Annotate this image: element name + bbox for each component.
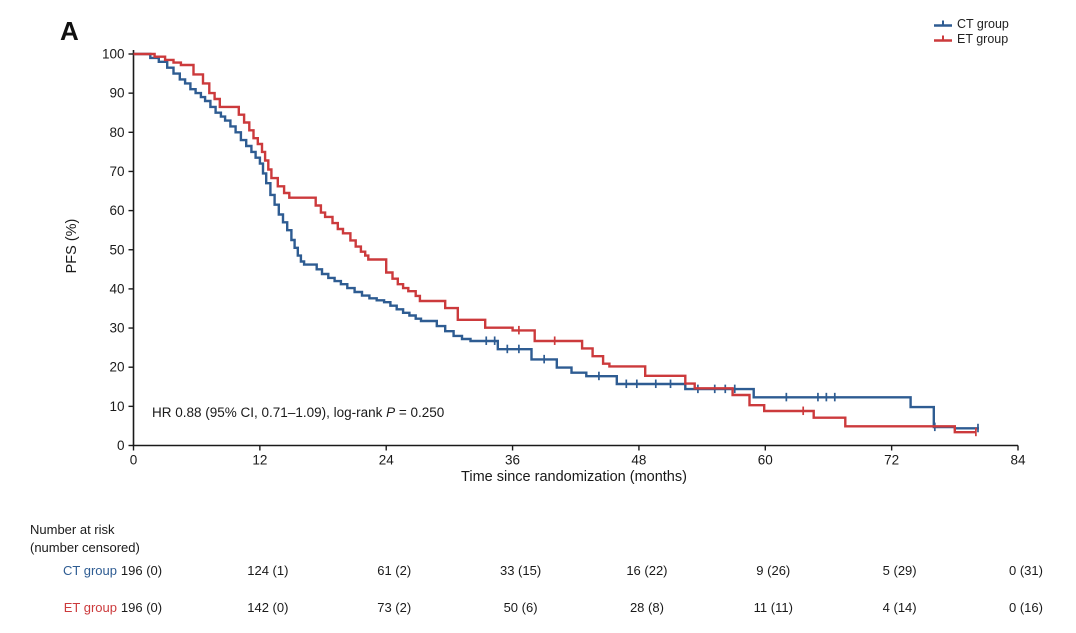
risk-row-label-et: ET group: [63, 600, 117, 615]
risk-value: 11 (11): [753, 600, 793, 615]
hr-annotation: HR 0.88 (95% CI, 0.71–1.09), log-rank P …: [152, 405, 444, 420]
y-tick-label: 20: [109, 360, 124, 375]
risk-value: 142 (0): [247, 600, 289, 615]
y-tick-label: 0: [117, 438, 125, 453]
y-tick-label: 80: [109, 125, 124, 140]
x-tick-label: 0: [130, 453, 138, 468]
risk-value: 9 (26): [756, 563, 791, 578]
risk-table-header-line2: (number censored): [30, 540, 140, 555]
risk-table-header-line1: Number at risk: [30, 522, 115, 537]
x-axis-label: Time since randomization (months): [461, 469, 687, 485]
x-tick-label: 12: [252, 453, 267, 468]
km-plot-canvas: 0 10 20 30 40 50 60 70 80 90 100 0 12 24 36 48 60 72 84: [102, 47, 1026, 468]
legend: CT group ET group: [933, 17, 1009, 46]
y-tick-label: 90: [109, 86, 124, 101]
y-tick-label: 40: [109, 281, 124, 296]
legend-label-ct: CT group: [957, 17, 1009, 31]
risk-value: 196 (0): [120, 563, 163, 578]
y-tick-label: 100: [102, 47, 125, 62]
risk-value: 33 (15): [499, 563, 542, 578]
hr-annotation-suffix: = 0.250: [395, 405, 445, 420]
risk-value: 28 (8): [629, 600, 664, 615]
legend-marker-ct-icon: [934, 20, 952, 27]
x-tick-label: 24: [379, 453, 395, 468]
legend-item-ct: CT group: [933, 17, 1009, 31]
x-tick-label: 84: [1010, 453, 1026, 468]
risk-value: 0 (31): [1009, 563, 1043, 578]
risk-value: 4 (14): [882, 600, 917, 615]
risk-value: 50 (6): [503, 600, 538, 615]
y-axis-label: PFS (%): [64, 218, 80, 274]
y-tick-label: 10: [109, 399, 124, 414]
legend-label-et: ET group: [957, 32, 1009, 46]
risk-row-label-ct: CT group: [63, 563, 117, 578]
risk-value: 5 (29): [882, 563, 917, 578]
x-tick-label: 60: [758, 453, 773, 468]
risk-table-header: Number at risk (number censored): [30, 521, 140, 557]
risk-value: 0 (16): [1009, 600, 1043, 615]
km-curve-et: [133, 52, 976, 434]
x-tick-label: 36: [505, 453, 520, 468]
y-tick-label: 70: [109, 164, 124, 179]
legend-marker-et-icon: [934, 35, 952, 42]
risk-value: 16 (22): [626, 563, 668, 578]
risk-value: 196 (0): [120, 600, 163, 615]
risk-value: 124 (1): [247, 563, 289, 578]
legend-item-et: ET group: [933, 32, 1009, 46]
y-tick-label: 30: [109, 321, 124, 336]
y-tick-label: 50: [109, 242, 124, 257]
panel-label: A: [60, 16, 79, 46]
hr-annotation-prefix: HR 0.88 (95% CI, 0.71–1.09), log-rank: [152, 405, 387, 420]
x-tick-label: 48: [631, 453, 646, 468]
x-tick-label: 72: [884, 453, 899, 468]
risk-value: 73 (2): [377, 600, 412, 615]
hr-annotation-p: P: [386, 405, 396, 420]
y-tick-label: 60: [109, 203, 124, 218]
risk-value: 61 (2): [377, 563, 412, 578]
km-curve-ct: [133, 52, 979, 430]
